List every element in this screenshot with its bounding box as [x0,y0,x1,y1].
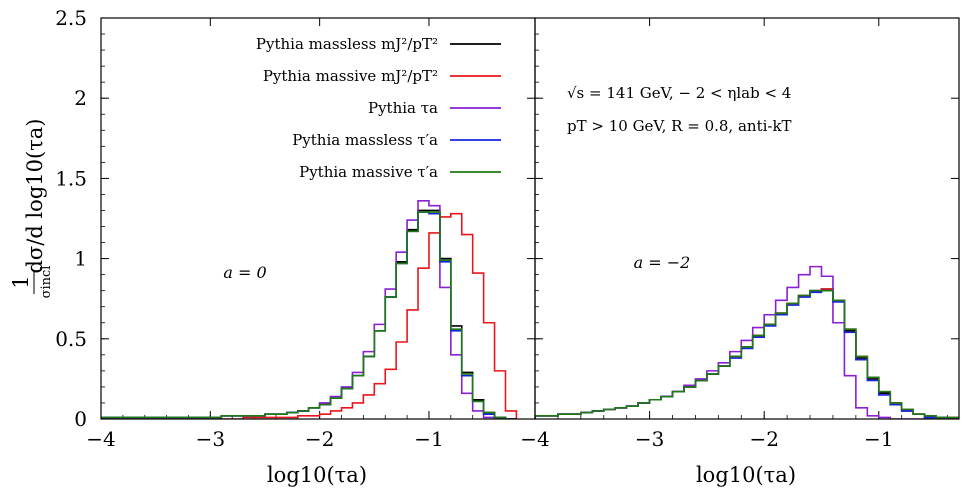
left-series-pythia-massive-m-j-2-p-t-2 [101,212,518,419]
legend-label: Pythia massive mJ²/pT² [263,67,438,85]
left-x-axis-title: log10(τa) [267,463,367,487]
right-series-pythia-massless-m-j-2-p-t-2 [535,288,959,419]
right-series-pythia-tau-a [535,265,959,419]
y-axis-title: 1 σincl dσ/d log10(τa) [9,118,54,298]
legend-label: Pythia τa [368,99,438,117]
y-axis-title-text: dσ/d log10(τa) [23,118,47,273]
y-tick-label: 0.5 [55,327,87,351]
y-tick-label: 2.5 [55,6,87,30]
legend-label: Pythia massive τ′a [299,163,438,181]
legend-label: Pythia massless mJ²/pT² [256,35,438,53]
y-tick-label: 1.5 [55,166,87,190]
y-tick-label: 0 [74,407,87,431]
left-series-pythia-tau-a [101,200,517,419]
right-x-tick-label: −2 [749,427,778,451]
left-x-tick-label: −2 [305,427,334,451]
right-panel: −4 −3 −2 −1 a = −2 [520,17,960,451]
left-x-tick-label: −4 [86,427,115,451]
legend-label: Pythia massless τ′a [292,131,438,149]
left-panel-ticks: −4 −3 −2 −1 0 0.5 1 1.5 2 2.5 [55,6,535,451]
y-axis-title-denominator: σincl [39,266,54,299]
left-x-tick-label: −1 [414,427,443,451]
right-panel-annotation: a = −2 [634,253,691,272]
right-x-tick-label: −1 [864,427,893,451]
right-series-pythia-massless-tau-a- [535,289,959,419]
right-panel-series [535,265,959,419]
left-panel-annotation: a = 0 [223,263,266,282]
y-tick-label: 1 [74,247,87,271]
left-series-pythia-massless-m-j-2-p-t-2 [101,209,517,419]
right-x-axis-title: log10(τa) [696,463,796,487]
left-series-pythia-massless-tau-a- [101,211,517,419]
right-series-pythia-massive-m-j-2-p-t-2 [535,288,959,419]
left-x-tick-label: −3 [196,427,225,451]
right-panel-ticks: −4 −3 −2 −1 [520,17,959,451]
right-panel-frame [534,17,960,420]
conditions-line-2: pT > 10 GeV, R = 0.8, anti-kT [567,117,792,135]
y-axis-title-numerator: 1 [9,275,33,288]
y-tick-label: 2 [74,86,87,110]
right-x-tick-label: −3 [635,427,664,451]
left-series-pythia-massive-tau-a- [101,211,517,419]
left-panel-series [101,200,518,419]
legend: Pythia massless mJ²/pT² Pythia massive mJ… [256,35,501,181]
right-x-tick-label: −4 [520,427,549,451]
right-series-pythia-massive-tau-a- [535,289,959,419]
conditions-line-1: √s = 141 GeV, − 2 < ηlab < 4 [567,84,791,102]
left-panel: −4 −3 −2 −1 0 0.5 1 1.5 2 2.5 a = 0 [55,6,536,451]
